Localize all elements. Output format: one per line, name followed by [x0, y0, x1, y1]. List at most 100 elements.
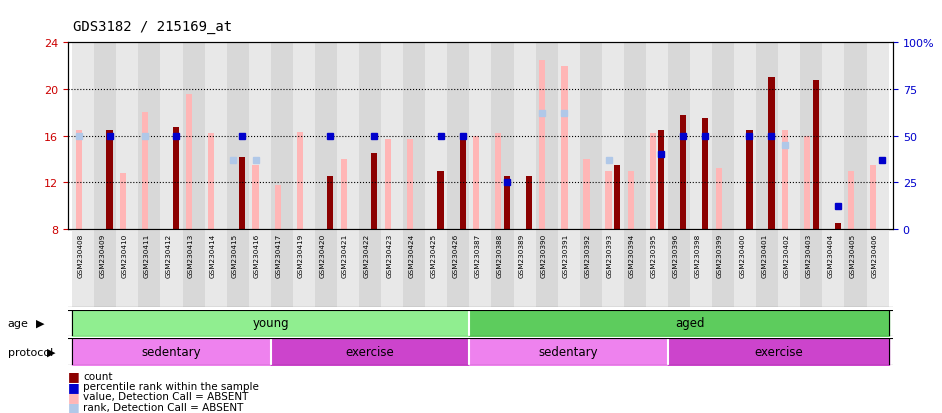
Text: ■: ■ [68, 390, 79, 403]
Text: ▶: ▶ [36, 318, 44, 328]
Bar [646, 229, 668, 308]
Bar [801, 43, 822, 229]
Bar [746, 131, 753, 229]
Text: GSM230402: GSM230402 [784, 233, 789, 277]
Bar [680, 115, 687, 229]
Bar [407, 140, 414, 229]
Bar [867, 43, 888, 229]
Text: GSM230387: GSM230387 [475, 233, 480, 277]
Text: GSM230414: GSM230414 [210, 233, 216, 277]
Bar [822, 229, 844, 308]
Text: GSM230394: GSM230394 [629, 233, 635, 277]
Bar [227, 229, 249, 308]
Bar [668, 229, 690, 308]
Bar [117, 229, 138, 308]
Bar [469, 229, 492, 308]
Bar [385, 140, 391, 229]
Bar [359, 43, 382, 229]
Text: exercise: exercise [754, 346, 803, 358]
Bar [172, 128, 179, 229]
Bar [536, 43, 558, 229]
Bar [371, 154, 378, 229]
Bar [183, 229, 204, 308]
Bar [252, 165, 259, 229]
Text: GSM230410: GSM230410 [122, 233, 127, 277]
Bar [778, 229, 801, 308]
Text: GSM230423: GSM230423 [386, 233, 392, 277]
Text: sedentary: sedentary [539, 346, 598, 358]
Text: GSM230412: GSM230412 [166, 233, 171, 277]
Bar [624, 229, 646, 308]
Bar [769, 78, 774, 229]
Text: ■: ■ [68, 380, 79, 393]
Text: GDS3182 / 215169_at: GDS3182 / 215169_at [73, 20, 233, 34]
Bar [870, 165, 876, 229]
Bar [315, 229, 337, 308]
Bar [602, 43, 624, 229]
Bar [437, 171, 444, 229]
Text: GSM230415: GSM230415 [232, 233, 237, 277]
Bar [227, 43, 249, 229]
Text: GSM230389: GSM230389 [518, 233, 525, 277]
Bar [558, 43, 579, 229]
Bar [94, 43, 117, 229]
Bar [734, 229, 756, 308]
Bar [142, 113, 148, 229]
Bar [624, 43, 646, 229]
Text: GSM230391: GSM230391 [562, 233, 569, 277]
Bar [337, 43, 359, 229]
Bar [204, 43, 227, 229]
Bar [558, 229, 579, 308]
Bar [756, 229, 778, 308]
Text: percentile rank within the sample: percentile rank within the sample [83, 381, 259, 391]
Bar [425, 229, 447, 308]
Bar [513, 229, 536, 308]
Text: GSM230426: GSM230426 [452, 233, 459, 277]
Bar [602, 229, 624, 308]
Text: GSM230406: GSM230406 [871, 233, 878, 277]
Bar [690, 229, 712, 308]
Bar [341, 159, 347, 229]
Text: protocol: protocol [8, 347, 53, 357]
Bar [712, 43, 734, 229]
Text: GSM230424: GSM230424 [408, 233, 414, 277]
Bar [138, 229, 160, 308]
Text: exercise: exercise [346, 346, 395, 358]
Bar [561, 66, 567, 229]
Bar [403, 229, 425, 308]
Bar [274, 185, 281, 229]
Bar [716, 169, 722, 229]
Text: age: age [8, 318, 28, 328]
Text: GSM230390: GSM230390 [541, 233, 546, 277]
Bar [469, 43, 492, 229]
Bar [106, 131, 113, 229]
Bar [650, 134, 656, 229]
Bar [160, 43, 183, 229]
Bar [249, 229, 270, 308]
Text: count: count [83, 371, 112, 381]
Text: GSM230419: GSM230419 [298, 233, 304, 277]
Bar [239, 157, 245, 229]
Bar [606, 171, 611, 229]
Text: ▶: ▶ [47, 347, 56, 357]
Text: value, Detection Call = ABSENT: value, Detection Call = ABSENT [83, 392, 249, 401]
Bar [658, 131, 664, 229]
Bar [579, 43, 602, 229]
Bar [473, 136, 479, 229]
Bar [382, 229, 403, 308]
Text: GSM230396: GSM230396 [673, 233, 679, 277]
Text: GSM230421: GSM230421 [342, 233, 348, 277]
Bar [504, 177, 510, 229]
Bar [160, 229, 183, 308]
Bar [117, 43, 138, 229]
Bar [513, 43, 536, 229]
Text: ■: ■ [68, 369, 79, 382]
Text: GSM230417: GSM230417 [276, 233, 282, 277]
Bar [813, 81, 819, 229]
Bar [539, 61, 545, 229]
Bar [495, 134, 501, 229]
Bar [492, 43, 513, 229]
Text: GSM230409: GSM230409 [99, 233, 106, 277]
Text: GSM230422: GSM230422 [365, 233, 370, 277]
Text: GSM230400: GSM230400 [739, 233, 745, 277]
